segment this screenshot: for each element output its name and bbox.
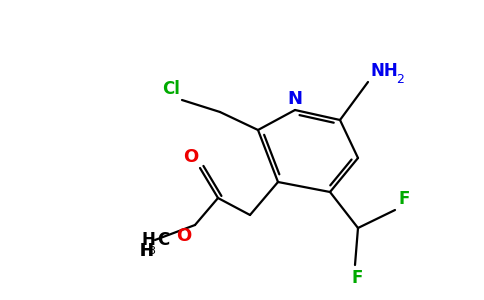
Text: C: C xyxy=(157,231,169,249)
Text: F: F xyxy=(398,190,409,208)
Text: O: O xyxy=(176,227,191,245)
Text: H: H xyxy=(139,242,153,260)
Text: 3: 3 xyxy=(148,246,155,256)
Text: NH: NH xyxy=(370,62,398,80)
Text: F: F xyxy=(351,269,363,287)
Text: H: H xyxy=(141,231,155,249)
Text: H: H xyxy=(139,242,153,260)
Text: Cl: Cl xyxy=(162,80,180,98)
Text: N: N xyxy=(287,90,302,108)
Text: 2: 2 xyxy=(396,73,404,86)
Text: O: O xyxy=(183,148,198,166)
